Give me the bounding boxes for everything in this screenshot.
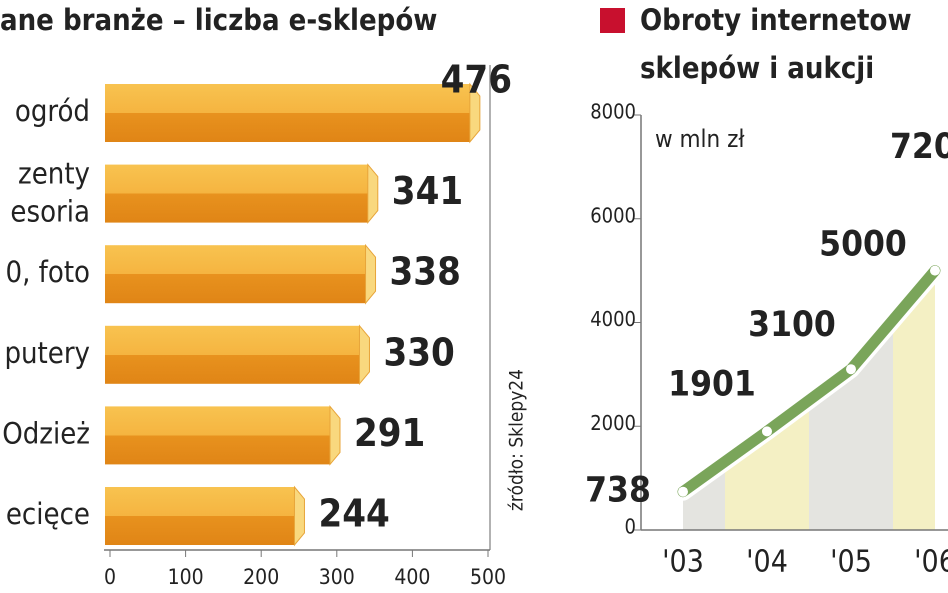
chart-title: Obroty internetow [640,3,912,37]
unit-label: w mln zł [655,125,745,153]
category-label: ecięce [6,497,90,531]
y-tick-label: 2000 [590,411,636,435]
bar-tip [329,405,341,466]
x-tick-label: 500 [470,565,506,589]
bar-tip [469,82,481,144]
x-tick-label: '06 [914,545,948,580]
value-label: 338 [390,250,461,294]
annotation: 720 [890,127,948,167]
x-tick-label: '03 [662,545,704,580]
marker [846,364,856,375]
marker [930,265,940,276]
chart-title: sklepów i aukcji [640,51,874,85]
x-tick-label: '05 [830,545,872,580]
category-label: Odzież [2,416,90,450]
value-label: 291 [354,411,425,455]
category-label: putery [4,336,90,370]
category-label: 0, foto [6,255,90,289]
source-note: źródło: Sklepy24 [506,369,528,511]
bar [105,245,366,304]
x-tick-label: 0 [104,565,116,589]
x-tick-label: 400 [394,565,430,589]
value-label: 244 [318,492,389,536]
bar-tip [365,243,377,305]
category-label: esoria [10,195,90,229]
value-label: 330 [383,330,454,374]
bar-tip [293,485,305,547]
bar [105,487,295,545]
x-tick-label: 300 [319,565,355,589]
bar [105,325,360,384]
value-label: 1901 [668,364,756,404]
value-label: 738 [585,471,651,511]
category-label: ogród [15,94,90,128]
y-tick-label: 0 [625,515,636,539]
bar [105,164,368,223]
bar [105,84,470,142]
line [677,265,941,498]
x-tick-label: 100 [168,565,204,589]
y-tick-label: 6000 [590,203,636,227]
value-label: 3100 [748,305,836,345]
bar-tip [367,163,379,224]
chart-title: ane branże – liczba e-sklepów [0,3,437,37]
value-label: 476 [441,58,512,102]
bar [105,406,330,465]
x-tick-label: 200 [243,565,279,589]
value-label: 341 [392,169,463,213]
marker [762,426,772,437]
y-tick-label: 4000 [590,307,636,331]
bar-tip [358,324,370,386]
x-tick-label: '04 [746,545,788,580]
value-label: 5000 [819,225,907,265]
category-label: zenty [18,157,90,191]
marker [678,486,688,497]
legend-swatch [600,8,625,33]
y-tick-label: 8000 [590,100,636,124]
